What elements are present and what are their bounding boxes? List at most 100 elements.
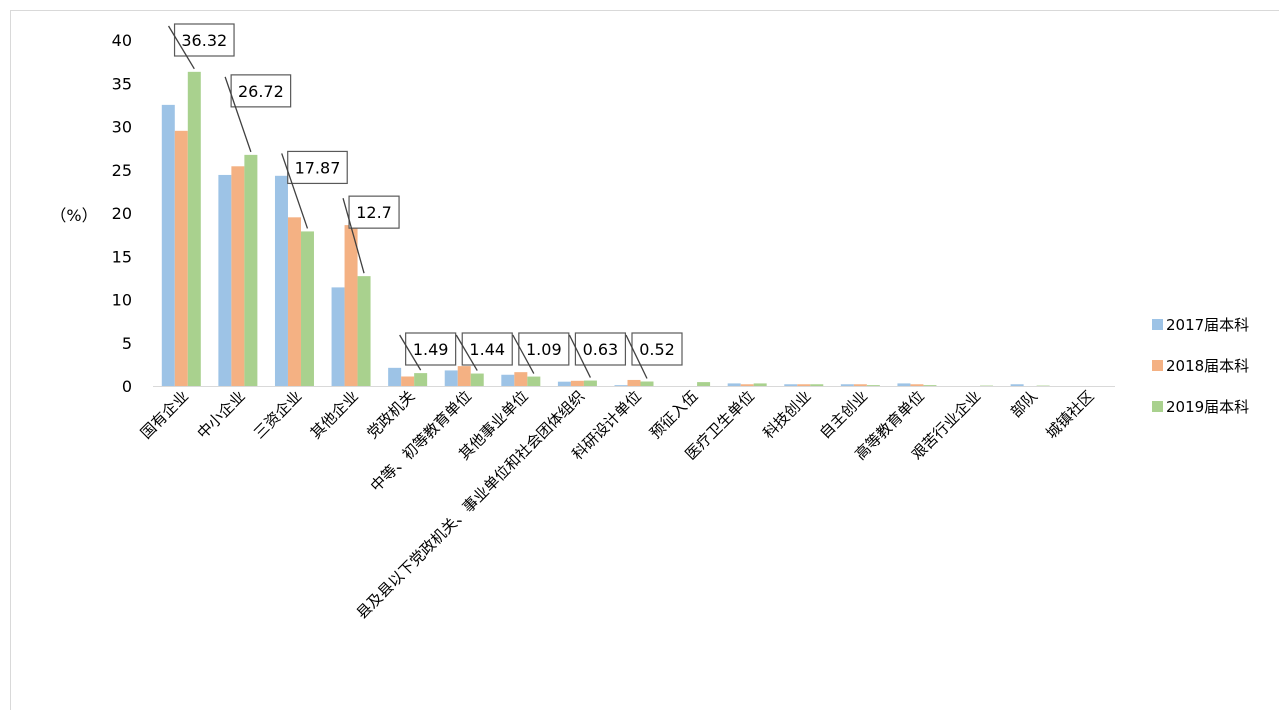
y-tick-label: 5 bbox=[122, 334, 132, 353]
bar bbox=[388, 367, 402, 386]
chart-frame bbox=[10, 10, 1279, 710]
bar bbox=[357, 276, 371, 386]
bar bbox=[640, 381, 654, 386]
bar bbox=[740, 384, 754, 386]
bar bbox=[501, 374, 515, 386]
bar bbox=[161, 104, 175, 386]
bar bbox=[840, 384, 854, 386]
bar bbox=[457, 366, 471, 386]
bar bbox=[727, 383, 741, 386]
leader-line bbox=[568, 334, 591, 378]
bar bbox=[244, 154, 258, 386]
data-label: 26.72 bbox=[238, 82, 284, 101]
bar bbox=[231, 166, 245, 386]
legend-swatch bbox=[1152, 401, 1163, 412]
y-tick-label: 10 bbox=[112, 291, 132, 310]
bar bbox=[923, 385, 937, 386]
bar bbox=[583, 380, 597, 386]
leader-line bbox=[281, 153, 309, 229]
x-tick-label: 城镇社区 bbox=[1042, 387, 1097, 442]
bar bbox=[187, 71, 201, 386]
legend: 2017届本科 2018届本科 2019届本科 bbox=[1152, 316, 1249, 416]
bar bbox=[514, 372, 528, 386]
data-label-box bbox=[230, 74, 292, 108]
x-tick-label: 自主创业 bbox=[816, 387, 871, 442]
bar bbox=[753, 383, 767, 386]
y-tick-label: 35 bbox=[112, 74, 132, 93]
data-label-box bbox=[461, 332, 513, 366]
data-label: 1.44 bbox=[469, 340, 505, 359]
bar bbox=[444, 370, 458, 386]
bar bbox=[614, 385, 628, 386]
data-label-box bbox=[574, 332, 627, 366]
bar bbox=[853, 384, 867, 386]
data-label: 12.7 bbox=[356, 203, 392, 222]
bar bbox=[414, 373, 428, 386]
y-tick-label: 25 bbox=[112, 161, 132, 180]
leader-line bbox=[224, 76, 252, 153]
bar bbox=[810, 384, 824, 386]
bar bbox=[174, 130, 188, 386]
bars bbox=[161, 71, 1050, 386]
x-tick-label: 科技创业 bbox=[759, 387, 814, 442]
legend-label: 2018届本科 bbox=[1166, 357, 1249, 375]
data-label: 1.09 bbox=[526, 340, 562, 359]
y-axis: 0 5 10 15 20 25 30 35 40 （%） bbox=[50, 31, 132, 396]
bar bbox=[697, 382, 711, 386]
data-label-box bbox=[287, 150, 348, 185]
x-tick-label: 国有企业 bbox=[137, 387, 192, 442]
bar bbox=[331, 287, 345, 386]
legend-swatch bbox=[1152, 360, 1163, 371]
x-tick-label: 部队 bbox=[1007, 387, 1041, 421]
data-labels: 36.32 26.72 17.87 12.7 1.49 1.44 1.09 0.63 0.52 bbox=[167, 23, 683, 379]
bar bbox=[287, 217, 301, 386]
y-axis-label: （%） bbox=[50, 206, 97, 225]
bar bbox=[527, 376, 541, 386]
legend-label: 2017届本科 bbox=[1166, 316, 1249, 334]
data-label-box bbox=[631, 332, 683, 366]
bar bbox=[897, 383, 911, 386]
data-label-box bbox=[173, 23, 235, 57]
data-label: 0.63 bbox=[583, 340, 619, 359]
y-tick-label: 40 bbox=[112, 31, 132, 50]
data-label: 1.49 bbox=[413, 340, 449, 359]
x-axis: 国有企业 中小企业 三资企业 其他企业 党政机关中等、初等教育单位其他事业单位县及县以下… bbox=[137, 386, 1115, 623]
x-tick-label: 中等、初等教育单位 bbox=[367, 387, 475, 495]
bar bbox=[1010, 384, 1024, 386]
bar bbox=[218, 174, 232, 386]
data-label-box bbox=[518, 332, 570, 366]
bar bbox=[797, 384, 811, 386]
leader-line bbox=[455, 334, 478, 371]
y-tick-label: 30 bbox=[112, 118, 132, 137]
x-tick-label: 党政机关 bbox=[363, 387, 418, 442]
bar bbox=[274, 175, 288, 386]
bar bbox=[470, 373, 484, 386]
bar bbox=[866, 385, 880, 386]
data-label: 36.32 bbox=[181, 31, 227, 50]
bar bbox=[627, 379, 641, 386]
leader-line bbox=[342, 197, 365, 274]
bar bbox=[557, 381, 571, 386]
bar bbox=[910, 384, 924, 386]
leader-line bbox=[167, 25, 195, 70]
bar bbox=[401, 376, 415, 386]
legend-label: 2019届本科 bbox=[1166, 398, 1249, 416]
bar bbox=[570, 380, 584, 386]
bar bbox=[300, 231, 314, 386]
y-tick-label: 0 bbox=[122, 377, 132, 396]
x-tick-label: 其他企业 bbox=[307, 387, 362, 442]
leader-line bbox=[399, 334, 422, 371]
x-tick-label: 三资企业 bbox=[250, 387, 305, 442]
legend-swatch bbox=[1152, 319, 1163, 330]
leader-line bbox=[512, 334, 535, 374]
data-label: 17.87 bbox=[295, 158, 341, 177]
bar bbox=[784, 384, 798, 386]
x-tick-label: 中小企业 bbox=[194, 387, 249, 442]
x-tick-label: 预征入伍 bbox=[646, 387, 701, 442]
data-label: 0.52 bbox=[639, 340, 675, 359]
y-tick-label: 15 bbox=[112, 247, 132, 266]
y-tick-label: 20 bbox=[112, 204, 132, 223]
leader-line bbox=[625, 334, 648, 379]
data-label-box bbox=[348, 195, 400, 229]
